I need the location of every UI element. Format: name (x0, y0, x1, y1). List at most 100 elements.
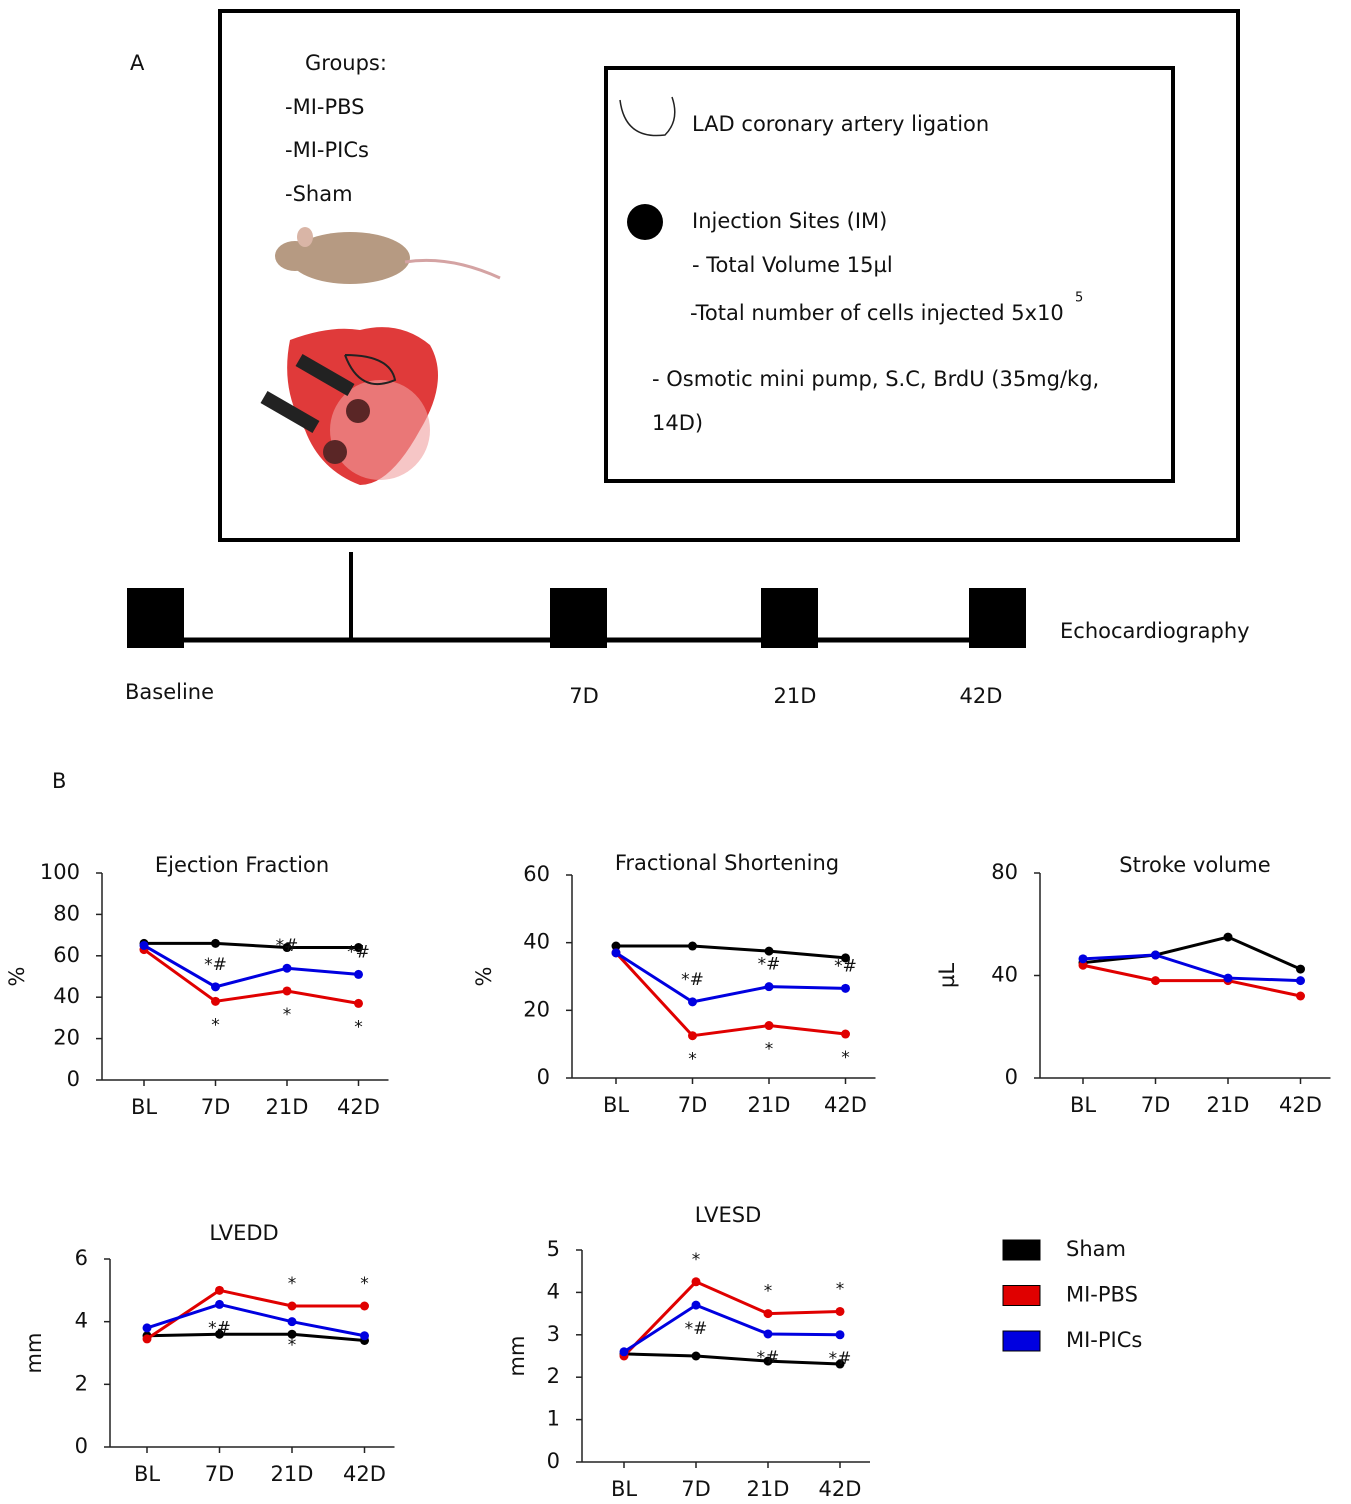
data-point (143, 1323, 152, 1332)
y-axis-label: mm (22, 1333, 46, 1374)
x-tick-label: BL (603, 1093, 629, 1117)
y-tick-label: 80 (991, 860, 1018, 884)
significance-mark: *# (758, 955, 781, 975)
series-line (147, 1290, 365, 1339)
significance-mark: * (354, 1017, 363, 1037)
timeline-label: 21D (774, 684, 817, 708)
x-tick-label: BL (1070, 1093, 1096, 1117)
data-point (140, 941, 149, 950)
x-tick-label: 42D (819, 1477, 862, 1501)
y-tick-label: 3 (547, 1322, 560, 1346)
x-tick-label: BL (134, 1462, 160, 1486)
significance-mark: * (765, 1040, 774, 1060)
y-tick-label: 60 (53, 943, 80, 967)
legend-label: Sham (1066, 1237, 1126, 1261)
x-tick-label: 21D (271, 1462, 314, 1486)
y-tick-label: 4 (75, 1309, 88, 1333)
significance-mark: *# (757, 1348, 780, 1368)
data-point (211, 982, 220, 991)
data-point (836, 1307, 845, 1316)
y-tick-label: 80 (53, 901, 80, 925)
y-tick-label: 4 (547, 1279, 560, 1303)
chart-title: Ejection Fraction (155, 853, 329, 877)
volume-text: - Total Volume 15µl (692, 253, 893, 277)
series-line (616, 953, 846, 1002)
legend-label: MI-PBS (1066, 1283, 1138, 1307)
x-tick-label: 42D (824, 1093, 867, 1117)
significance-mark: *# (276, 936, 299, 956)
data-point (215, 1286, 224, 1295)
y-tick-label: 0 (1005, 1065, 1018, 1089)
data-point (765, 982, 774, 991)
series-line (1083, 937, 1301, 969)
group: -MI-PBS (285, 95, 365, 119)
mouse-icon (275, 227, 500, 284)
significance-mark: *# (834, 956, 857, 976)
significance-mark: * (211, 1015, 220, 1035)
significance-mark: * (288, 1274, 297, 1294)
group: -MI-PICs (285, 138, 369, 162)
heart-icon (261, 327, 438, 485)
legend-label: MI-PICs (1066, 1328, 1142, 1352)
y-tick-label: 40 (991, 963, 1018, 987)
timeline (127, 552, 1026, 648)
timeline-label: 7D (569, 684, 599, 708)
significance-mark: * (836, 1279, 845, 1299)
legend-swatch (1003, 1240, 1040, 1260)
y-tick-label: 100 (40, 860, 80, 884)
x-tick-label: 21D (1207, 1093, 1250, 1117)
significance-mark: *# (681, 970, 704, 990)
chart-title: LVESD (695, 1203, 762, 1227)
y-tick-label: 2 (547, 1364, 560, 1388)
significance-mark: *# (829, 1349, 852, 1369)
chart-title: Stroke volume (1119, 853, 1270, 877)
data-point (692, 1352, 701, 1361)
series-line (144, 943, 359, 947)
panel-label: B (52, 769, 66, 793)
significance-mark: *# (208, 1318, 231, 1338)
data-point (692, 1277, 701, 1286)
cells-exponent: 5 (1075, 291, 1083, 306)
y-tick-label: 0 (537, 1065, 550, 1089)
significance-mark: * (360, 1274, 369, 1294)
data-point (143, 1334, 152, 1343)
series-line (616, 946, 846, 958)
data-point (764, 1329, 773, 1338)
injection-icon (627, 204, 663, 240)
data-point (692, 1301, 701, 1310)
y-tick-label: 0 (67, 1067, 80, 1091)
y-tick-label: 6 (75, 1246, 88, 1270)
y-tick-label: 0 (75, 1434, 88, 1458)
data-point (1224, 974, 1233, 983)
ligation-icon (620, 97, 675, 136)
data-point (841, 984, 850, 993)
y-axis-label: mm (505, 1336, 529, 1377)
series-line (624, 1354, 840, 1364)
x-tick-label: 42D (337, 1095, 380, 1119)
y-tick-label: 2 (75, 1371, 88, 1395)
data-point (1224, 933, 1233, 942)
injection-text: Injection Sites (IM) (692, 209, 887, 233)
y-tick-label: 60 (523, 862, 550, 886)
timeline-method: Echocardiography (1060, 619, 1250, 643)
x-tick-label: BL (131, 1095, 157, 1119)
x-tick-label: 21D (748, 1093, 791, 1117)
significance-mark: * (841, 1048, 850, 1068)
legend-swatch (1003, 1286, 1040, 1306)
timeline-label: 42D (960, 684, 1003, 708)
groups-title: Groups: (305, 51, 387, 75)
panel-label: A (130, 51, 145, 75)
legend-swatch (1003, 1331, 1040, 1351)
significance-mark: * (692, 1250, 701, 1270)
series-line (147, 1334, 365, 1340)
data-point (765, 1021, 774, 1030)
data-point (1296, 992, 1305, 1001)
significance-mark: * (283, 1005, 292, 1025)
data-point (612, 948, 621, 957)
chart-title: Fractional Shortening (615, 851, 839, 875)
data-point (620, 1347, 629, 1356)
data-point (288, 1302, 297, 1311)
chart-title: LVEDD (209, 1221, 278, 1245)
y-tick-label: 1 (547, 1407, 560, 1431)
data-point (354, 999, 363, 1008)
